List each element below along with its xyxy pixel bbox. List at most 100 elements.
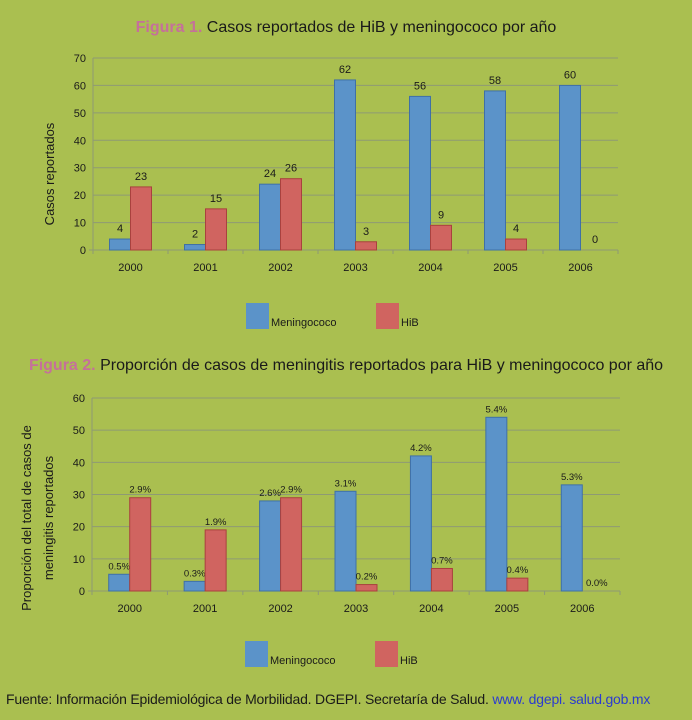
chart1-data-label: 62 [339, 64, 351, 76]
chart2-y-tick-label: 60 [73, 393, 85, 405]
chart2-bar-meningococo [183, 580, 206, 592]
chart1-bar-hib [355, 241, 377, 251]
chart2-data-label: 5.3% [561, 472, 583, 483]
chart1-bar-hib [505, 238, 527, 251]
chart1-x-tick-label: 2000 [118, 262, 142, 274]
chart2-bar-meningococo [334, 490, 357, 592]
chart2-data-label: 0.3% [184, 568, 206, 579]
chart2-data-label: 0.4% [507, 565, 529, 576]
chart2-data-label: 0.0% [586, 578, 608, 589]
chart1-data-label: 15 [210, 193, 222, 205]
chart2-y-tick-label: 50 [73, 425, 85, 437]
chart1-bar-hib [430, 224, 452, 251]
chart1-data-label: 56 [414, 80, 426, 92]
source-footer: Fuente: Información Epidemiológica de Mo… [6, 691, 650, 707]
chart1-bar-meningococo [409, 95, 431, 251]
chart1-bar-meningococo [334, 79, 356, 251]
chart2-data-label: 5.4% [486, 404, 508, 415]
chart2-data-label: 2.6% [259, 488, 281, 499]
chart1-legend-label: Meningococo [271, 317, 336, 329]
chart2-y-tick-label: 40 [73, 457, 85, 469]
chart1-data-label: 0 [592, 234, 598, 246]
chart1-data-label: 4 [117, 223, 123, 235]
chart1-y-tick-label: 30 [74, 163, 86, 175]
chart1-x-tick-label: 2002 [268, 262, 292, 274]
chart2-bar-hib [204, 529, 227, 592]
chart1-legend-swatch-meningococo [246, 303, 269, 329]
chart2-data-label: 0.5% [108, 561, 130, 572]
source-link[interactable]: www. dgepi. salud.gob.mx [492, 691, 651, 707]
chart1-bar-hib [205, 208, 227, 251]
chart1-data-label: 4 [513, 223, 519, 235]
chart2-bar-hib [129, 497, 152, 592]
chart2-y-tick-label: 10 [73, 554, 85, 566]
chart1-y-tick-label: 40 [74, 135, 86, 147]
chart1-y-tick-label: 20 [74, 190, 86, 202]
chart1-data-label: 2 [192, 229, 198, 241]
chart2-x-tick-label: 2005 [495, 603, 519, 615]
chart2-data-label: 0.7% [431, 555, 453, 566]
chart2-legend-swatch-hib [375, 641, 398, 667]
figure-1-title: Figura 1. Casos reportados de HiB y meni… [0, 19, 692, 37]
chart1-y-tick-label: 60 [74, 80, 86, 92]
chart1-bar-meningococo [109, 238, 131, 251]
chart1-x-tick-label: 2001 [193, 262, 217, 274]
chart1-bar-meningococo [259, 183, 281, 251]
chart2-bar-meningococo [409, 455, 432, 592]
chart1-data-label: 60 [564, 69, 576, 81]
chart1-data-label: 26 [285, 163, 297, 175]
chart2-bar-meningococo [259, 500, 282, 592]
chart2-y-axis-label: meningitis reportados [41, 455, 56, 580]
chart1-x-tick-label: 2006 [568, 262, 592, 274]
chart1-y-axis-label: Casos reportados [42, 122, 57, 225]
chart1-bar-hib [130, 186, 152, 251]
chart2-data-label: 2.9% [129, 485, 151, 496]
chart1-data-label: 9 [438, 209, 444, 221]
chart2-bar-meningococo [560, 484, 583, 592]
chart2-x-tick-label: 2003 [344, 603, 368, 615]
chart1-y-tick-label: 70 [74, 53, 86, 65]
figure-1-title-text: Casos reportados de HiB y meningococo po… [206, 19, 557, 36]
chart2-x-tick-label: 2001 [193, 603, 217, 615]
chart1-data-label: 58 [489, 75, 501, 87]
chart2-data-label: 1.9% [205, 517, 227, 528]
figure-1-label: Figura 1. [135, 19, 203, 36]
chart1-legend-label: HiB [401, 317, 419, 329]
chart2-bar-hib [280, 497, 303, 592]
figure-2-title-text: Proporción de casos de meningitis report… [100, 357, 664, 374]
chart1-bar-meningococo [184, 244, 206, 251]
chart2-data-label: 2.9% [280, 485, 302, 496]
chart2-legend-label: HiB [400, 655, 418, 667]
chart1-x-tick-label: 2005 [493, 262, 517, 274]
chart1-data-label: 24 [264, 168, 276, 180]
chart1-y-tick-label: 50 [74, 108, 86, 120]
chart1-bar-hib [280, 178, 302, 251]
chart2-x-tick-label: 2004 [419, 603, 443, 615]
figure-2-label: Figura 2. [28, 357, 96, 374]
chart2-bar-hib [430, 567, 453, 592]
chart1-legend-swatch-hib [376, 303, 399, 329]
chart1-x-tick-label: 2004 [418, 262, 442, 274]
chart2-bar-meningococo [485, 416, 508, 592]
chart1-bar-meningococo [559, 84, 581, 251]
chart1-data-label: 3 [363, 226, 369, 238]
chart2-x-tick-label: 2002 [268, 603, 292, 615]
chart1-y-tick-label: 10 [74, 218, 86, 230]
chart2-legend-swatch-meningococo [245, 641, 268, 667]
chart2-bar-hib [355, 584, 378, 592]
chart2-legend-label: Meningococo [270, 655, 335, 667]
source-text: Fuente: Información Epidemiológica de Mo… [6, 691, 489, 707]
chart1-bar-meningococo [484, 90, 506, 251]
chart2-y-tick-label: 30 [73, 490, 85, 502]
chart2-data-label: 4.2% [410, 443, 432, 454]
chart2-data-label: 3.1% [335, 478, 357, 489]
chart1-x-tick-label: 2003 [343, 262, 367, 274]
chart2-y-tick-label: 20 [73, 522, 85, 534]
chart1-y-tick-label: 0 [80, 245, 86, 257]
chart2-x-tick-label: 2006 [570, 603, 594, 615]
chart2-y-tick-label: 0 [79, 586, 85, 598]
chart2-bar-hib [506, 577, 529, 592]
figure-2-title: Figura 2. Proporción de casos de meningi… [0, 357, 692, 375]
chart2-data-label: 0.2% [356, 572, 378, 583]
